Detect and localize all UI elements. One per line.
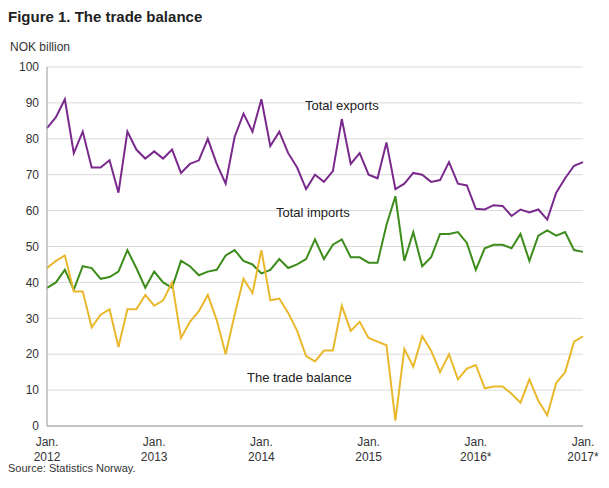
svg-text:100: 100	[19, 60, 39, 74]
svg-text:40: 40	[26, 276, 40, 290]
svg-text:Jan.2015: Jan.2015	[355, 435, 382, 464]
svg-text:0: 0	[32, 419, 39, 433]
html-text:The trade balance: The trade balance	[247, 370, 352, 385]
svg-text:Jan.2017*: Jan.2017*	[567, 435, 599, 464]
svg-text:20: 20	[26, 347, 40, 361]
html-text:NOK billion: NOK billion	[10, 40, 70, 54]
svg-text:70: 70	[26, 168, 40, 182]
svg-text:Jan.2016*: Jan.2016*	[460, 435, 492, 464]
svg-text:50: 50	[26, 240, 40, 254]
html-text:Source: Statistics Norway.: Source: Statistics Norway.	[8, 462, 136, 474]
svg-text:60: 60	[26, 204, 40, 218]
svg-text:80: 80	[26, 132, 40, 146]
svg-text:10: 10	[26, 383, 40, 397]
svg-text:30: 30	[26, 312, 40, 326]
html-text:Total imports: Total imports	[276, 205, 350, 220]
html-text:Figure 1. The trade balance: Figure 1. The trade balance	[8, 8, 203, 25]
svg-text:Jan.2012: Jan.2012	[34, 435, 61, 464]
html-text:Total exports: Total exports	[305, 98, 379, 113]
svg-text:Jan.2013: Jan.2013	[141, 435, 168, 464]
svg-text:Jan.2014: Jan.2014	[248, 435, 275, 464]
svg-text:90: 90	[26, 96, 40, 110]
